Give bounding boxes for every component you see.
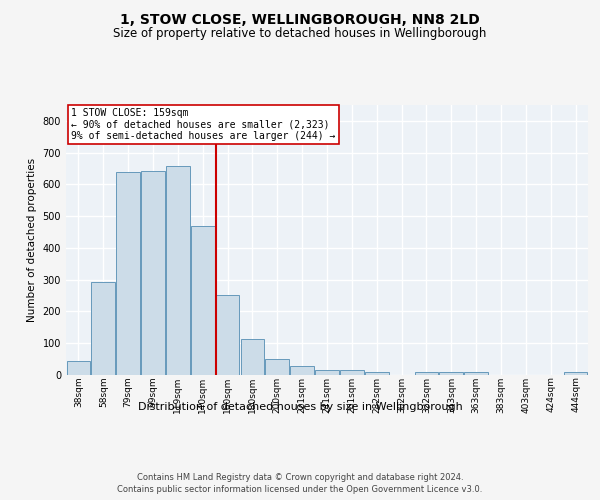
Text: 1, STOW CLOSE, WELLINGBOROUGH, NN8 2LD: 1, STOW CLOSE, WELLINGBOROUGH, NN8 2LD [120,12,480,26]
Bar [439,372,463,375]
Bar [241,339,264,375]
Bar [67,360,90,375]
Bar [141,171,165,375]
Bar [91,282,115,375]
Bar [290,366,314,375]
Text: Size of property relative to detached houses in Wellingborough: Size of property relative to detached ho… [113,28,487,40]
Bar [191,226,215,375]
Bar [464,372,488,375]
Text: 1 STOW CLOSE: 159sqm
← 90% of detached houses are smaller (2,323)
9% of semi-det: 1 STOW CLOSE: 159sqm ← 90% of detached h… [71,108,335,141]
Bar [340,370,364,375]
Bar [265,359,289,375]
Bar [564,372,587,375]
Y-axis label: Number of detached properties: Number of detached properties [27,158,37,322]
Bar [365,372,389,375]
Bar [415,372,438,375]
Bar [315,370,339,375]
Text: Contains public sector information licensed under the Open Government Licence v3: Contains public sector information licen… [118,485,482,494]
Bar [216,295,239,375]
Text: Contains HM Land Registry data © Crown copyright and database right 2024.: Contains HM Land Registry data © Crown c… [137,472,463,482]
Bar [166,166,190,375]
Text: Distribution of detached houses by size in Wellingborough: Distribution of detached houses by size … [137,402,463,412]
Bar [116,172,140,375]
